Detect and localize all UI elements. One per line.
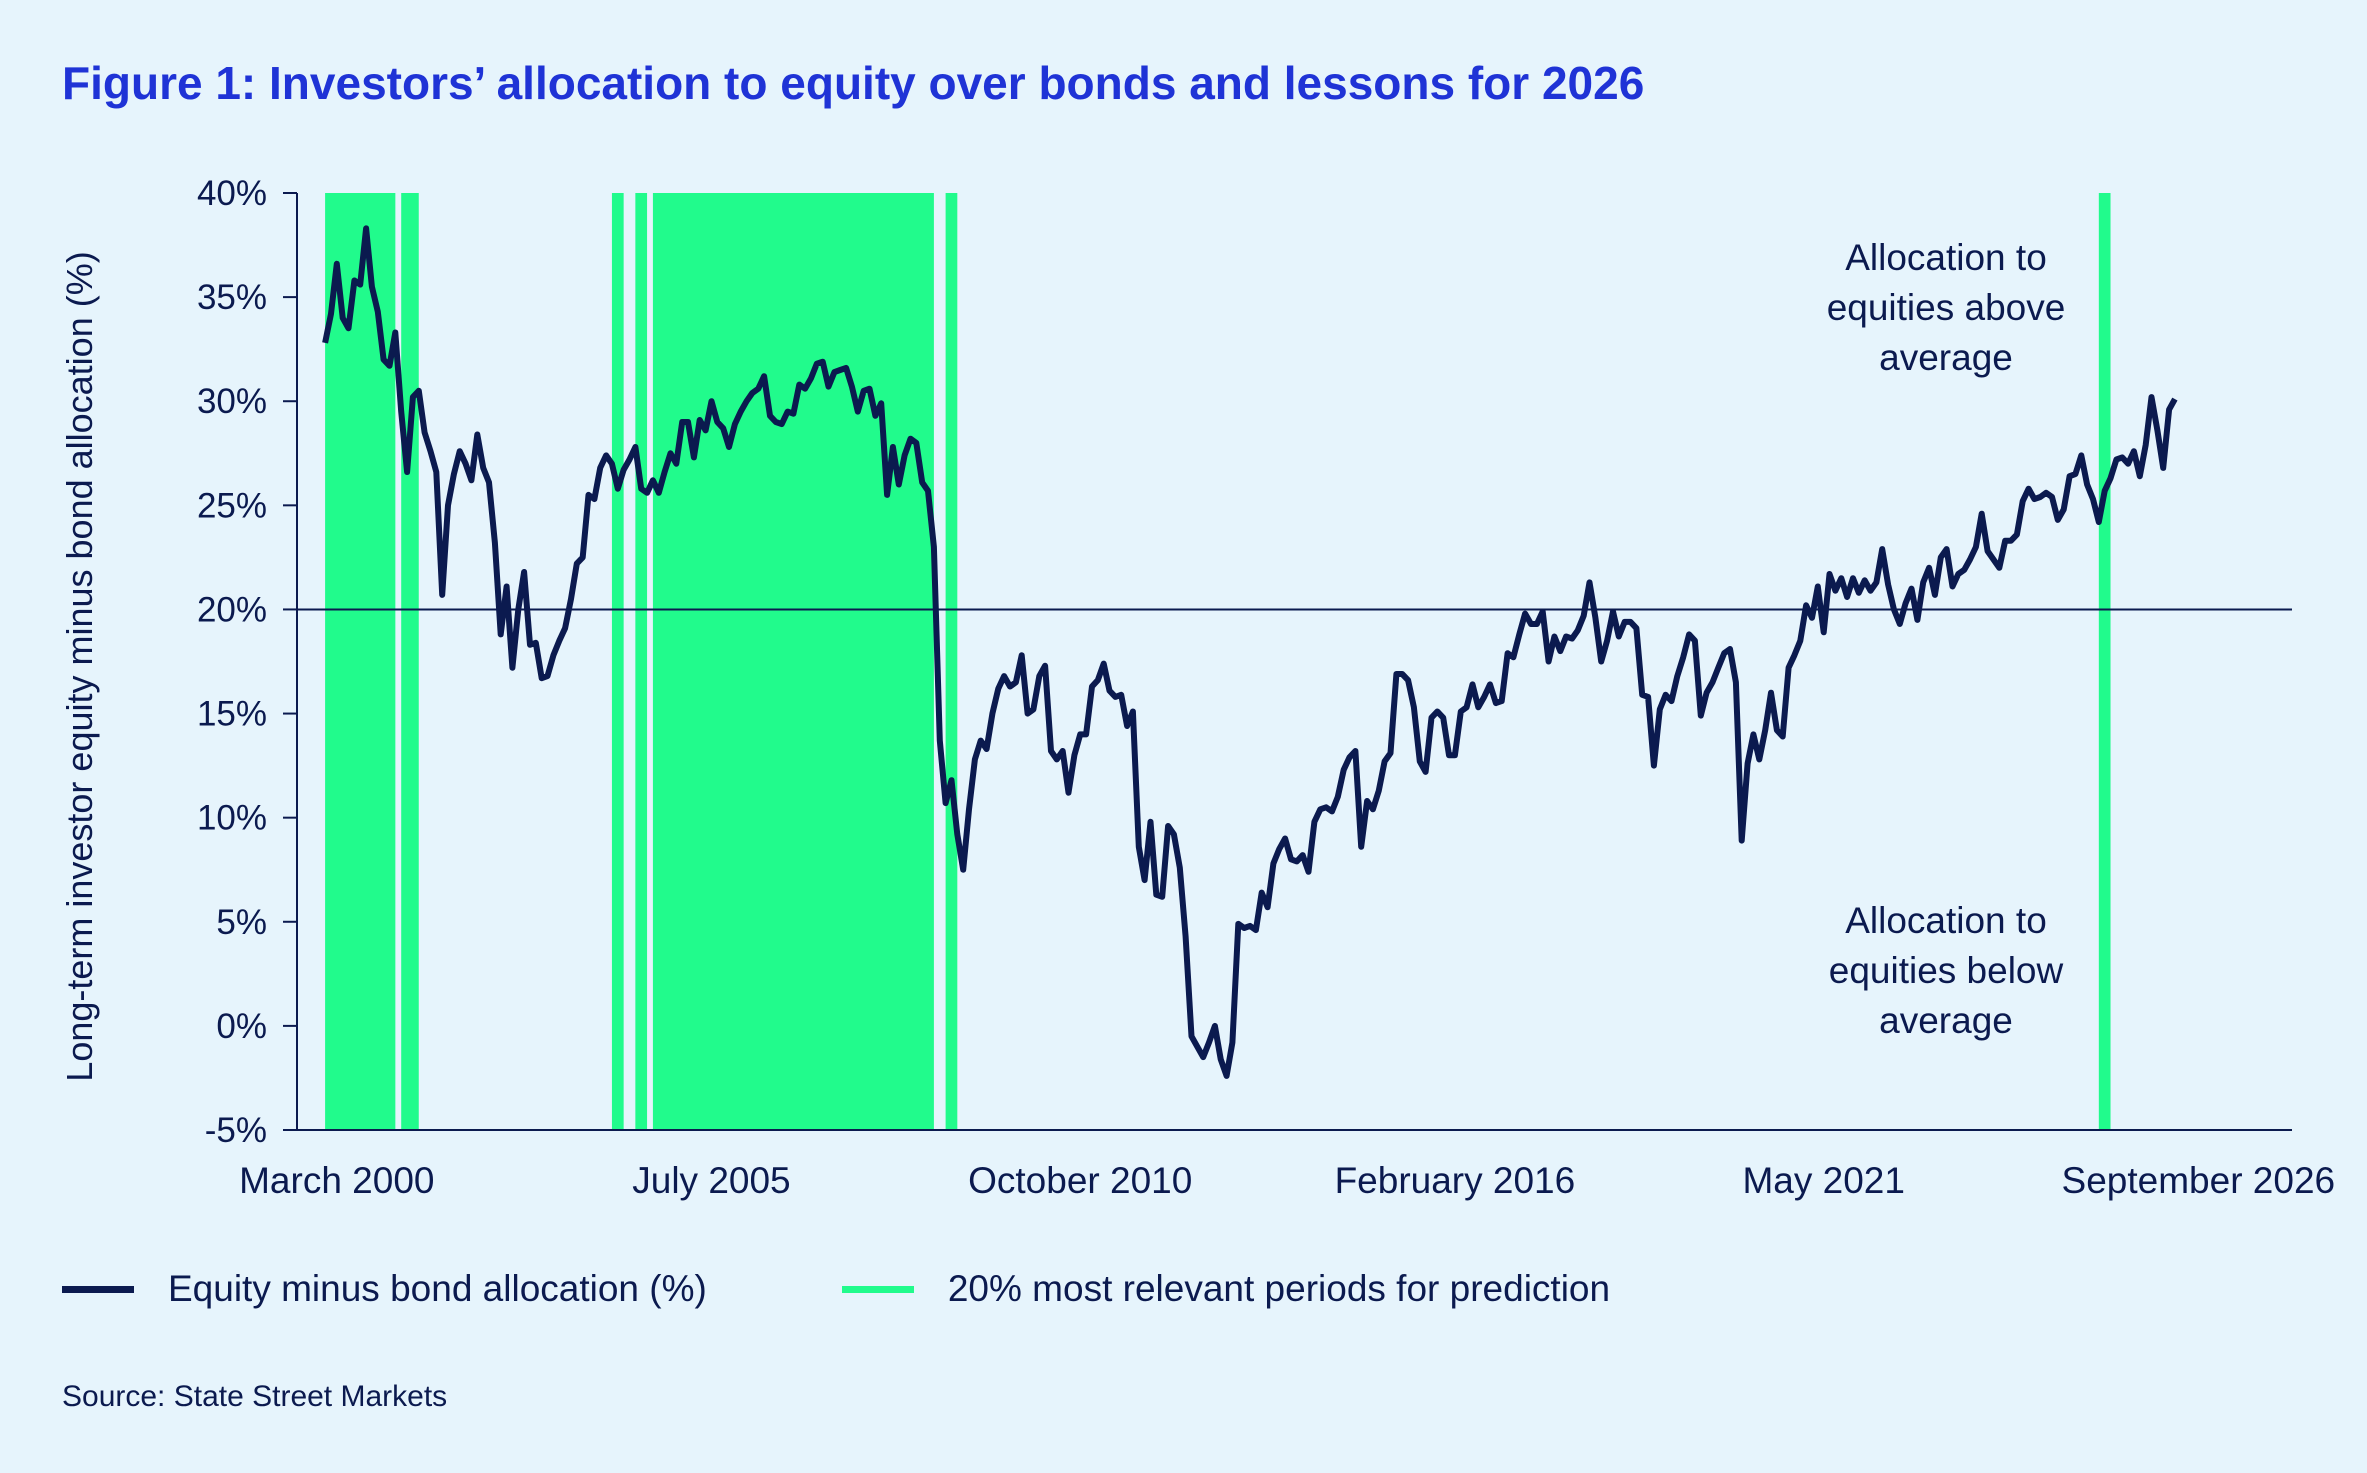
annotation-line: equities above xyxy=(1827,287,2066,328)
y-tick-label: 35% xyxy=(197,278,267,317)
y-tick-label: 30% xyxy=(197,382,267,421)
relevant-period-band xyxy=(635,193,648,1130)
legend-item-allocation: Equity minus bond allocation (%) xyxy=(62,1268,707,1310)
annotation-below-average: Allocation to equities below average xyxy=(1829,900,2064,1041)
relevant-period-band xyxy=(2098,193,2111,1130)
x-tick-label: July 2005 xyxy=(632,1160,790,1201)
relevant-period-band xyxy=(945,193,958,1130)
annotation-line: equities below xyxy=(1829,950,2064,991)
relevant-period-band xyxy=(325,193,396,1130)
y-tick-label: 10% xyxy=(197,799,267,838)
y-axis-label: Long-term investor equity minus bond all… xyxy=(59,251,100,1081)
x-tick-label: October 2010 xyxy=(968,1160,1192,1201)
relevant-period-band xyxy=(401,193,419,1130)
source-note: Source: State Street Markets xyxy=(62,1380,448,1413)
annotation-line: average xyxy=(1879,1000,2013,1041)
annotation-line: Allocation to xyxy=(1845,237,2047,278)
legend: Equity minus bond allocation (%) 20% mos… xyxy=(62,1268,1745,1310)
y-tick-label: 40% xyxy=(197,174,267,213)
y-axis-ticks: -5% 0% 5% 10% 15% 20% 25% 30% 35% 40% xyxy=(197,174,297,1150)
y-tick-label: 15% xyxy=(197,695,267,734)
legend-item-relevant-periods: 20% most relevant periods for prediction xyxy=(841,1268,1611,1310)
legend-label: Equity minus bond allocation (%) xyxy=(168,1268,707,1309)
legend-label: 20% most relevant periods for prediction xyxy=(947,1268,1611,1309)
x-tick-label: March 2000 xyxy=(239,1160,434,1201)
line-swatch-icon xyxy=(841,1285,914,1293)
line-swatch-icon xyxy=(62,1285,134,1293)
y-tick-label: 5% xyxy=(216,903,267,942)
y-tick-label: 20% xyxy=(197,590,267,629)
y-tick-label: 0% xyxy=(216,1007,267,1046)
y-tick-label: 25% xyxy=(197,486,267,525)
annotation-above-average: Allocation to equities above average xyxy=(1827,237,2066,378)
equity-minus-bond-line xyxy=(322,225,2178,1079)
annotation-line: Allocation to xyxy=(1845,900,2047,941)
relevant-period-band xyxy=(652,193,934,1130)
x-tick-label: September 2026 xyxy=(2062,1160,2336,1201)
annotation-line: average xyxy=(1879,337,2013,378)
y-tick-label: -5% xyxy=(205,1111,267,1150)
relevant-period-band xyxy=(611,193,624,1130)
x-tick-label: May 2021 xyxy=(1742,1160,1905,1201)
chart-title: Figure 1: Investors’ allocation to equit… xyxy=(62,57,1645,109)
x-tick-label: February 2016 xyxy=(1335,1160,1576,1201)
x-axis-ticks: March 2000 July 2005 October 2010 February … xyxy=(239,1160,2335,1201)
